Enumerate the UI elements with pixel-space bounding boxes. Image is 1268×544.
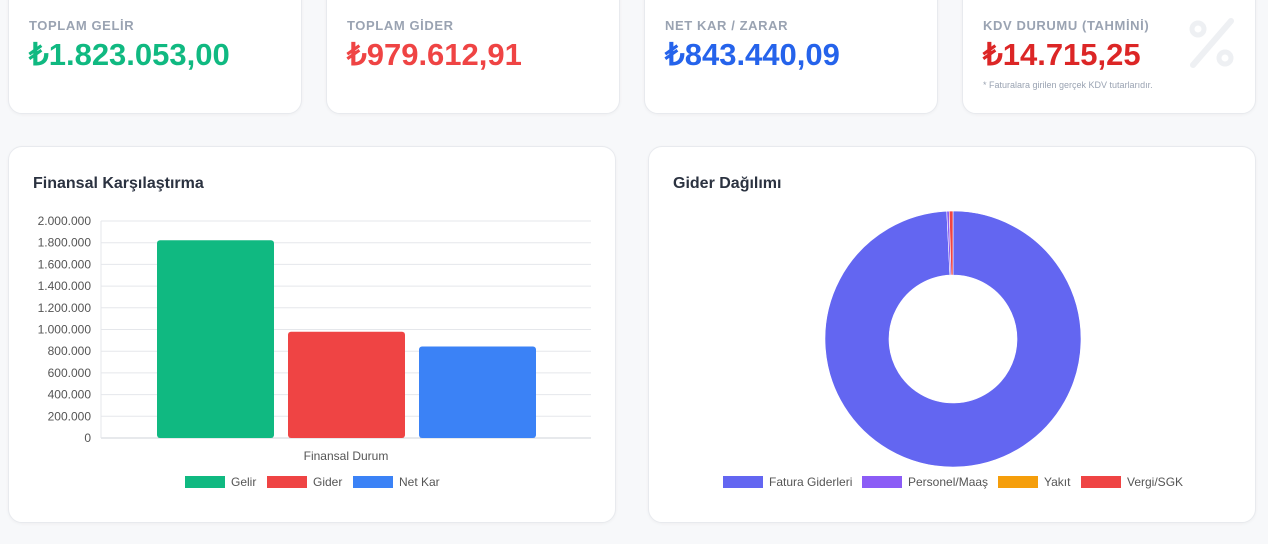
stat-label: NET KAR / ZARAR	[665, 18, 789, 33]
legend-label: Gider	[313, 475, 342, 489]
stat-label: KDV DURUMU (TAHMİNİ)	[983, 18, 1150, 33]
stat-card-expense: TOPLAM GİDER ₺979.612,91	[326, 0, 620, 114]
y-tick-label: 1.800.000	[38, 236, 92, 250]
legend-label: Personel/Maaş	[908, 475, 988, 489]
y-tick-label: 1.600.000	[38, 257, 92, 271]
bar-net-kar	[419, 346, 536, 438]
slice-faturagiderleri	[824, 210, 1082, 468]
donut-chart: Fatura Giderleri Personel/Maaş Yakıt Vergi/…	[723, 210, 1183, 489]
y-tick-label: 1.200.000	[38, 301, 92, 315]
stat-note: * Faturalara girilen gerçek KDV tutarlar…	[983, 80, 1153, 90]
legend-swatch	[862, 476, 902, 488]
legend-swatch	[185, 476, 225, 488]
stat-value: ₺843.440,09	[665, 37, 840, 72]
y-tick-label: 200.000	[48, 409, 92, 423]
slice-vergisgk	[948, 210, 954, 276]
y-tick-label: 400.000	[48, 388, 92, 402]
chart-title: Finansal Karşılaştırma	[33, 175, 204, 192]
stat-value: ₺1.823.053,00	[29, 37, 230, 72]
percent-icon	[1189, 18, 1234, 68]
stat-card-vat: KDV DURUMU (TAHMİNİ) ₺14.715,25 * Fatura…	[962, 0, 1256, 114]
y-tick-label: 0	[84, 431, 91, 445]
stat-label: TOPLAM GELİR	[29, 18, 135, 33]
legend-label: Yakıt	[1044, 475, 1071, 489]
legend-swatch	[723, 476, 763, 488]
bar-gelir	[157, 240, 274, 438]
x-axis-label: Finansal Durum	[304, 449, 389, 463]
legend-label: Gelir	[231, 475, 256, 489]
y-tick-label: 1.000.000	[38, 323, 92, 337]
legend-label: Vergi/SGK	[1127, 475, 1183, 489]
stat-value: ₺14.715,25	[983, 37, 1141, 72]
legend-swatch	[353, 476, 393, 488]
bar-gider	[288, 331, 405, 438]
stat-card-income: TOPLAM GELİR ₺1.823.053,00	[8, 0, 302, 114]
legend-label: Net Kar	[399, 475, 440, 489]
bar-chart: 0 200.000 400.000 600.000 800.000 1.000.000 1.…	[38, 214, 591, 489]
stat-label: TOPLAM GİDER	[347, 18, 454, 33]
chart-title: Gider Dağılımı	[673, 175, 782, 192]
legend-swatch	[1081, 476, 1121, 488]
y-tick-label: 1.400.000	[38, 279, 92, 293]
legend-swatch	[998, 476, 1038, 488]
y-tick-label: 600.000	[48, 366, 92, 380]
y-tick-label: 2.000.000	[38, 214, 92, 228]
donut-chart-card: Gider Dağılımı Fatura Giderleri Personel/…	[648, 146, 1256, 523]
stat-value: ₺979.612,91	[347, 37, 522, 72]
y-tick-label: 800.000	[48, 344, 92, 358]
legend-label: Fatura Giderleri	[769, 475, 852, 489]
stat-card-net: NET KAR / ZARAR ₺843.440,09	[644, 0, 938, 114]
legend-swatch	[267, 476, 307, 488]
bar-chart-card: Finansal Karşılaştırma 0 200.000 400.000 60…	[8, 146, 616, 523]
